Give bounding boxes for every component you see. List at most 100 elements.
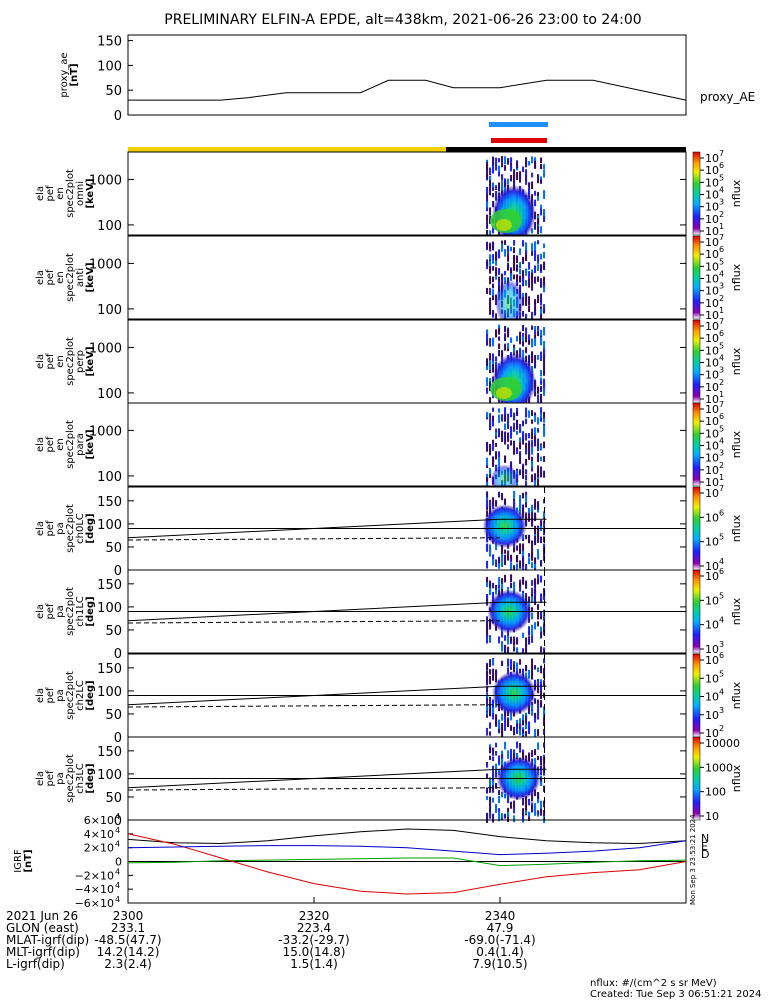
x-row-value: 0.4(1.4) xyxy=(476,945,524,959)
speckle xyxy=(504,333,507,341)
speckle xyxy=(519,668,522,674)
ch1LC-ylabel-4: ch1LC xyxy=(75,596,86,627)
speckle xyxy=(489,722,492,729)
colorbar-tick-label: 10 xyxy=(705,273,719,286)
speckle xyxy=(525,418,528,425)
speckle xyxy=(501,544,504,554)
colorbar-tick-label: 10 xyxy=(705,320,719,333)
speckle xyxy=(501,791,504,798)
speckle xyxy=(531,311,534,320)
speckle xyxy=(537,742,540,750)
speckle xyxy=(543,721,546,727)
speckle xyxy=(489,176,492,185)
ch0LC-ylabel-1: pef xyxy=(45,520,56,537)
speckle xyxy=(486,377,489,387)
igrf-tick-exp: 4 xyxy=(115,840,120,849)
x-row-value: 2320 xyxy=(299,909,330,923)
speckle xyxy=(501,713,504,721)
speckle xyxy=(525,495,528,503)
speckle xyxy=(540,369,543,377)
anti-loss-cone-line xyxy=(127,704,501,708)
speckle xyxy=(510,665,513,670)
speckle xyxy=(528,553,531,558)
speckle xyxy=(495,804,498,813)
speckle xyxy=(513,247,516,254)
omni-ylabel-4: omni xyxy=(75,181,86,206)
speckle xyxy=(507,554,510,561)
speckle xyxy=(489,188,492,196)
speckle xyxy=(486,727,489,736)
colorbar-tick-label: 10 xyxy=(705,201,719,214)
colorbar-tick-exp: 4 xyxy=(719,616,724,625)
speckle xyxy=(543,742,546,748)
speckle xyxy=(540,176,543,182)
speckle xyxy=(537,729,540,736)
speckle xyxy=(525,469,528,474)
speckle xyxy=(489,446,492,456)
speckle xyxy=(486,221,489,229)
speckle xyxy=(507,635,510,645)
y-tick-label: 100 xyxy=(97,470,122,485)
speckle xyxy=(489,587,492,593)
speckle xyxy=(489,669,492,675)
speckle xyxy=(489,804,492,813)
speckle xyxy=(507,719,510,728)
speckle xyxy=(513,274,516,280)
speckle xyxy=(543,680,546,687)
speckle xyxy=(519,586,522,592)
speckle xyxy=(543,552,546,561)
speckle xyxy=(501,750,504,756)
ch0LC-ylabel-5: [deg] xyxy=(85,513,96,543)
colorbar-tick-exp: 6 xyxy=(719,412,724,421)
speckle xyxy=(486,481,489,489)
speckle xyxy=(528,334,531,344)
speckle xyxy=(543,624,546,629)
ch3LC-ylabel-2: pa xyxy=(55,772,66,784)
y-tick-label: 50 xyxy=(105,624,122,639)
colorbar-tick-label: 10 xyxy=(705,560,719,573)
speckle xyxy=(486,812,489,822)
speckle xyxy=(489,796,492,803)
speckle xyxy=(528,271,531,280)
speckle xyxy=(534,531,537,538)
speckle xyxy=(510,157,513,163)
speckle xyxy=(537,687,540,694)
x-row-label: MLT-igrf(dip) xyxy=(6,945,80,959)
speckle xyxy=(489,302,492,308)
para-ylabel-0: ela xyxy=(35,437,46,452)
colorbar-tick-label: 10 xyxy=(705,176,719,189)
colorbar-tick-label: 10 xyxy=(705,464,719,477)
speckle xyxy=(492,443,495,451)
speckle xyxy=(504,711,507,717)
x-row-label: 2021 Jun 26 xyxy=(6,909,78,923)
speckle xyxy=(531,278,534,284)
ch3LC-ylabel-0: ela xyxy=(35,771,46,786)
speckle xyxy=(489,813,492,819)
speckle xyxy=(495,770,498,778)
speckle xyxy=(513,646,516,652)
speckle xyxy=(498,158,501,163)
perp-ylabel-1: pef xyxy=(45,353,56,370)
colorbar xyxy=(692,319,701,404)
speckle xyxy=(516,545,519,551)
speckle xyxy=(522,324,525,332)
speckle xyxy=(498,577,501,586)
speckle xyxy=(531,410,534,416)
speckle xyxy=(495,273,498,280)
perp-ylabel-3: spec2plot xyxy=(65,337,76,386)
speckle xyxy=(492,558,495,566)
anti-ylabel-5: [keV] xyxy=(85,262,96,292)
speckle xyxy=(507,178,510,185)
speckle xyxy=(486,594,489,602)
ch2LC-ylabel-4: ch2LC xyxy=(75,680,86,711)
speckle xyxy=(498,456,501,463)
speckle xyxy=(534,415,537,422)
speckle xyxy=(516,255,519,263)
speckle xyxy=(492,415,495,422)
speckle xyxy=(528,296,531,302)
speckle xyxy=(522,648,525,656)
speckle xyxy=(534,325,537,331)
speckle xyxy=(501,758,504,766)
speckle xyxy=(507,329,510,334)
speckle xyxy=(486,329,489,334)
